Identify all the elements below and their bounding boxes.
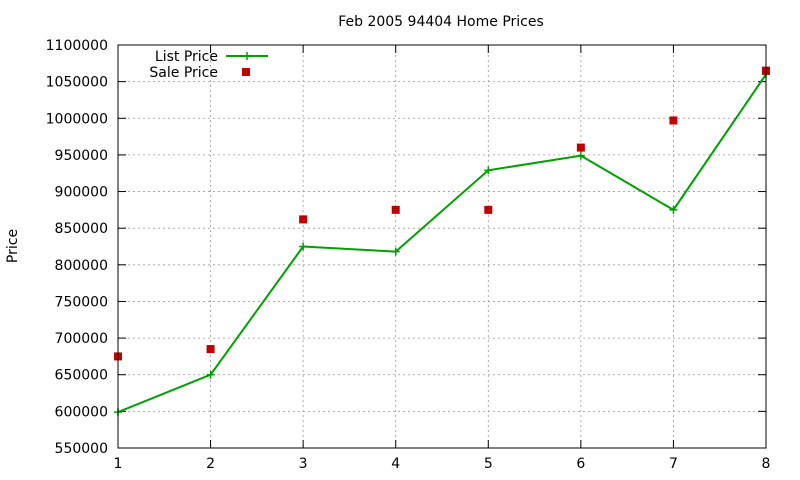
legend-marker-list-price bbox=[243, 52, 251, 60]
y-tick-label: 950000 bbox=[55, 148, 108, 164]
grid-lines bbox=[118, 45, 766, 448]
y-tick-label: 900000 bbox=[55, 185, 108, 201]
y-tick-label: 650000 bbox=[55, 368, 108, 384]
legend-label-list-price: List Price bbox=[155, 49, 218, 65]
x-tick-label: 4 bbox=[391, 456, 400, 472]
plot-series bbox=[114, 66, 770, 417]
y-tick-label: 800000 bbox=[55, 258, 108, 274]
legend-label-sale-price: Sale Price bbox=[149, 65, 218, 81]
list-price-point bbox=[206, 370, 215, 379]
y-tick-label: 600000 bbox=[55, 404, 108, 420]
list-price-point bbox=[391, 247, 400, 256]
sale-price-point bbox=[299, 215, 308, 224]
sale-price-point bbox=[391, 205, 400, 214]
sale-price-point bbox=[484, 205, 493, 214]
x-tick-label: 8 bbox=[762, 456, 771, 472]
sale-price-point bbox=[576, 143, 585, 152]
list-price-line bbox=[117, 73, 767, 414]
list-price-point bbox=[484, 166, 493, 175]
axis-ticks: 550000 600000 650000 700000 750000 800000 8500… bbox=[46, 38, 771, 472]
x-tick-label: 2 bbox=[206, 456, 215, 472]
list-price-point bbox=[299, 242, 308, 251]
x-tick-label: 6 bbox=[576, 456, 585, 472]
plot-frame bbox=[117, 44, 767, 449]
list-price-point bbox=[669, 205, 678, 214]
y-tick-label: 750000 bbox=[55, 294, 108, 310]
x-tick-label: 1 bbox=[114, 456, 123, 472]
chart-title: Feb 2005 94404 Home Prices bbox=[338, 14, 544, 30]
y-axis-label: Price bbox=[5, 229, 21, 263]
y-tick-label: 700000 bbox=[55, 331, 108, 347]
y-tick-label: 550000 bbox=[55, 441, 108, 457]
x-tick-label: 3 bbox=[299, 456, 308, 472]
y-tick-label: 850000 bbox=[55, 221, 108, 237]
legend-swatch-sale-price bbox=[242, 68, 250, 76]
y-tick-label: 1050000 bbox=[46, 75, 108, 91]
x-tick-label: 5 bbox=[484, 456, 493, 472]
y-tick-label: 1100000 bbox=[46, 38, 108, 54]
sale-price-point bbox=[669, 116, 678, 125]
sale-price-point bbox=[206, 345, 215, 354]
y-tick-label: 1000000 bbox=[46, 111, 108, 127]
x-tick-label: 7 bbox=[669, 456, 678, 472]
list-price-point bbox=[576, 151, 585, 160]
